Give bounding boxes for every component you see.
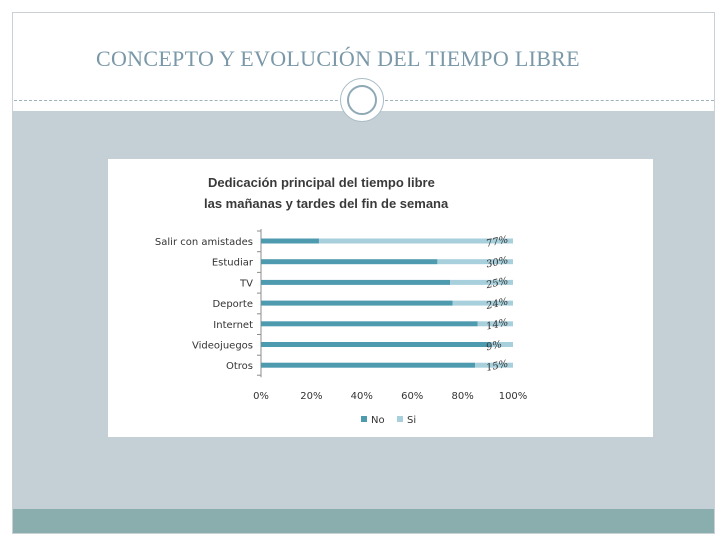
legend-label: No — [371, 415, 385, 426]
plot-area: Salir con amistades 77% Estudiar 30% TV 25% De… — [155, 229, 527, 402]
bar-segment-si — [475, 362, 513, 368]
bar-segment-no — [261, 342, 491, 347]
legend-label: Si — [407, 415, 416, 426]
x-tick-label: 20% — [300, 391, 322, 402]
bar-segment-si — [477, 321, 513, 327]
bar-segment-no — [261, 238, 319, 244]
value-annotation: 9% — [485, 339, 503, 353]
legend-swatch-si — [397, 416, 403, 422]
category-label: Otros — [226, 361, 253, 372]
value-annotation: 24% — [484, 296, 509, 312]
chart-title: Dedicación principal del tiempo libre — [208, 175, 435, 190]
category-label: Deporte — [212, 299, 253, 310]
value-annotation: 77% — [485, 234, 509, 249]
value-annotation: 30% — [485, 255, 509, 270]
footer-band — [13, 509, 714, 533]
circle-ornament-icon — [340, 78, 384, 122]
bar-segment-no — [261, 321, 478, 327]
category-label: Internet — [213, 320, 253, 331]
chart-panel: Dedicación principal del tiempo libre la… — [108, 159, 653, 437]
category-label: Salir con amistades — [155, 237, 253, 248]
bar-segment-si — [450, 279, 513, 285]
bar-segment-no — [261, 259, 438, 265]
bar-segment-si — [452, 300, 513, 306]
x-tick-label: 80% — [451, 391, 473, 402]
bar-segment-si — [437, 259, 513, 265]
bar-segment-si — [318, 238, 513, 244]
x-tick-label: 60% — [401, 391, 423, 402]
category-label: Videojuegos — [192, 341, 253, 352]
chart-legend: No Si — [361, 415, 416, 426]
category-label: TV — [239, 278, 253, 289]
bar-segment-no — [261, 362, 476, 368]
x-tick-label: 100% — [499, 391, 528, 402]
bar-segment-si — [490, 342, 513, 347]
category-label: Estudiar — [212, 258, 254, 269]
value-annotation: 25% — [484, 276, 509, 292]
legend-swatch-no — [361, 416, 367, 422]
x-tick-label: 40% — [351, 391, 373, 402]
chart-subtitle: las mañanas y tardes del fin de semana — [204, 196, 449, 211]
stacked-bar-chart: Dedicación principal del tiempo libre la… — [155, 175, 527, 426]
value-annotation: 15% — [485, 359, 509, 374]
slide-title: CONCEPTO Y EVOLUCIÓN DEL TIEMPO LIBRE — [96, 46, 580, 71]
bar-segment-no — [261, 300, 453, 306]
value-annotation: 14% — [485, 317, 509, 332]
x-tick-label: 0% — [253, 391, 269, 402]
bar-segment-no — [261, 279, 450, 285]
